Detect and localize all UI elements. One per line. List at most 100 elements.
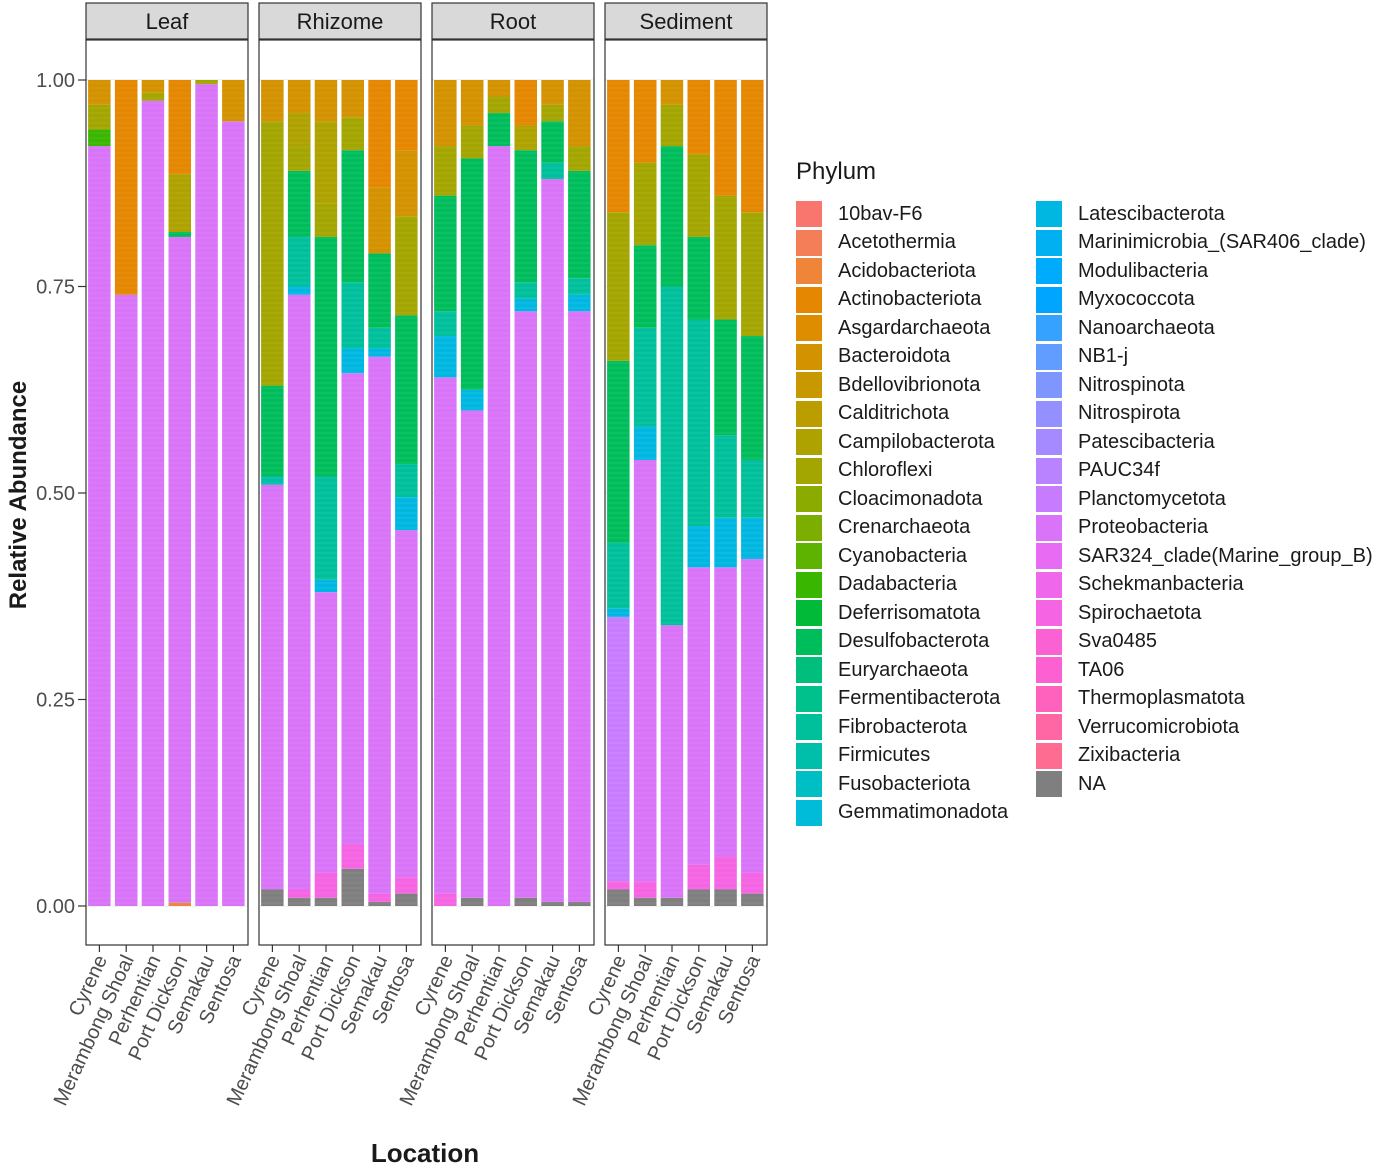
bar-segment-proteobacteria	[314, 592, 338, 873]
bar-segment-desulfobacterota	[341, 150, 365, 283]
bar-segment-fibrobacterota	[368, 327, 391, 349]
legend-swatch	[1036, 258, 1062, 284]
bar-segment-desulfobacterota	[487, 113, 511, 147]
bar-segment-chloroflexi	[660, 104, 684, 147]
y-tick-label: 0.50	[36, 483, 75, 505]
legend-item-nitrospinota: Nitrospinota	[1036, 371, 1185, 399]
legend-item-sva0485: Sva0485	[1036, 628, 1157, 656]
bar-sediment-perhentian	[660, 80, 684, 906]
bar-sediment-cyrene	[607, 80, 630, 906]
legend-swatch	[796, 201, 822, 227]
bar-segment-planctomycetota	[607, 616, 630, 882]
bar-segment-desulfobacterota	[261, 385, 284, 477]
bar-segment-campilobacterota	[287, 113, 311, 147]
bar-gap	[137, 80, 142, 906]
legend-swatch	[796, 286, 822, 313]
bar-rhizome-sentosa	[395, 80, 418, 906]
bar-rhizome-cyrene	[261, 80, 284, 906]
legend-swatch	[1036, 571, 1062, 598]
bar-segment-chloroflexi	[261, 121, 284, 386]
bar-segment-actinobacteriota	[114, 80, 138, 295]
facet-label: Rhizome	[297, 9, 384, 34]
bar-segment-spirochaetota	[434, 893, 457, 906]
bar-segment-latescibacterota	[607, 608, 630, 617]
bar-segment-latescibacterota	[514, 298, 538, 312]
bar-segment-desulfobacterota	[714, 319, 737, 436]
bar-segment-spirochaetota	[395, 877, 418, 894]
bar-segment-proteobacteria	[222, 121, 245, 907]
legend-swatch	[796, 429, 822, 455]
legend-label: Cloacimonadota	[838, 487, 983, 510]
bar-segment-desulfobacterota	[395, 315, 418, 465]
legend-swatch	[1036, 457, 1062, 484]
bar-segment-fibrobacterota	[607, 542, 630, 609]
legend-swatch	[1036, 714, 1062, 740]
legend-item-chloroflexi: Chloroflexi	[796, 457, 932, 485]
bar-segment-na	[460, 897, 484, 906]
bar-segment-proteobacteria	[487, 146, 511, 906]
legend-swatch	[1036, 400, 1062, 427]
legend-item-modulibacteria: Modulibacteria	[1036, 257, 1208, 285]
bar-segment-proteobacteria	[368, 356, 391, 894]
bar-segment-bacteroidota	[368, 187, 391, 254]
bar-segment-desulfobacterota	[434, 195, 457, 312]
bar-segment-firmicutes	[261, 476, 284, 485]
panel-border	[258, 39, 422, 946]
bar-gap	[510, 80, 515, 906]
bar-segment-desulfobacterota	[568, 170, 591, 279]
bar-segment-fibrobacterota	[541, 162, 564, 180]
bar-segment-desulfobacterota	[514, 150, 538, 283]
legend-item-euryarchaeota: Euryarchaeota	[796, 656, 968, 684]
bar-segment-chloroflexi	[341, 117, 365, 151]
bar-segment-latescibacterota	[314, 579, 338, 593]
legend-label: Cyanobacteria	[838, 544, 967, 567]
legend-item-cloacimonadota: Cloacimonadota	[796, 485, 983, 513]
legend-item-gemmatimonadota: Gemmatimonadota	[796, 799, 1008, 827]
bar-leaf-semakau	[195, 80, 218, 906]
legend-label: Fermentibacterota	[838, 687, 1001, 709]
bar-root-perhentian	[487, 80, 511, 906]
legend-item-fermentibacterota: Fermentibacterota	[796, 685, 1000, 713]
bar-segment-dadabacteria	[88, 129, 111, 147]
legend-item-sar324-clade-marine-group-b: SAR324_clade(Marine_group_B)	[1036, 542, 1373, 570]
bar-segment-desulfobacterota	[168, 231, 192, 237]
legend-label: Chloroflexi	[838, 459, 933, 481]
bar-sediment-sentosa	[741, 80, 764, 906]
legend-item-fibrobacterota: Fibrobacterota	[796, 713, 967, 741]
bar-segment-bacteroidota	[460, 80, 484, 126]
bar-segment-na	[341, 868, 365, 906]
bar-segment-latescibacterota	[741, 517, 764, 560]
bar-gap	[390, 80, 396, 906]
bar-gap	[483, 80, 488, 906]
legend-label: Acidobacteriota	[838, 259, 976, 282]
bar-segment-actinobacteriota	[687, 80, 711, 155]
legend-item-marinimicrobia-sar406-clade: Marinimicrobia_(SAR406_clade)	[1036, 229, 1366, 257]
bar-gap	[736, 80, 742, 906]
legend-item-bacteroidota: Bacteroidota	[796, 343, 950, 371]
bar-segment-chloroflexi	[287, 146, 311, 171]
bar-segment-chloroflexi	[195, 80, 218, 85]
bar-segment-latescibacterota	[687, 526, 711, 568]
bar-segment-desulfobacterota	[541, 121, 564, 163]
bar-rhizome-merambong-shoal	[287, 80, 311, 906]
legend-swatch	[1036, 600, 1062, 626]
bar-gap	[110, 80, 115, 906]
legend-label: Marinimicrobia_(SAR406_clade)	[1078, 231, 1366, 253]
bar-segment-proteobacteria	[341, 373, 365, 845]
legend-swatch	[1036, 229, 1062, 256]
bar-segment-bacteroidota	[222, 80, 245, 122]
legend-label: Gemmatimonadota	[838, 801, 1009, 823]
bar-segment-latescibacterota	[460, 389, 484, 411]
bar-leaf-sentosa	[222, 80, 245, 907]
legend-label: Nitrospinota	[1078, 373, 1185, 396]
bar-segment-chloroflexi	[141, 92, 165, 101]
bar-segment-actinobacteriota	[714, 80, 737, 196]
legend-label: Crenarchaeota	[838, 516, 971, 538]
legend-item-nb1-j: NB1-j	[1036, 343, 1128, 371]
legend-item-acidobacteriota: Acidobacteriota	[796, 257, 976, 285]
legend-label: 10bav-F6	[838, 202, 923, 225]
bar-segment-proteobacteria	[714, 567, 737, 857]
bar-segment-proteobacteria	[633, 459, 657, 882]
